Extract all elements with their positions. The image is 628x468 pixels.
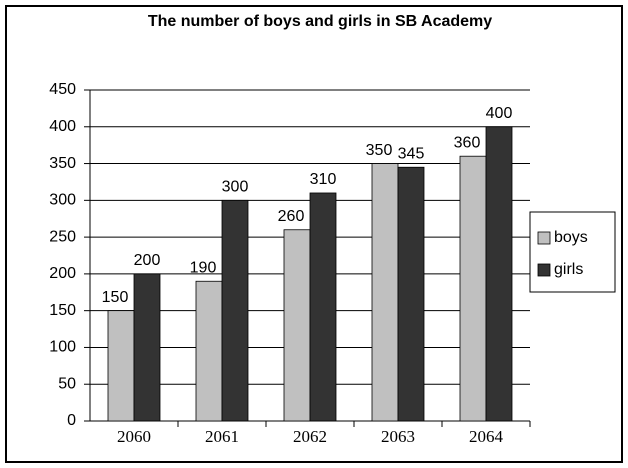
data-label: 400 (486, 105, 513, 122)
bar (107, 310, 135, 422)
bar (397, 166, 425, 422)
data-label: 310 (310, 171, 337, 188)
y-tick-label: 50 (58, 375, 76, 392)
bar (309, 192, 337, 422)
y-tick-label: 250 (49, 228, 76, 245)
data-label: 200 (134, 252, 161, 269)
y-tick-label: 150 (49, 302, 76, 319)
y-tick-label: 200 (49, 265, 76, 282)
data-label: 345 (398, 145, 425, 162)
x-tick-label: 2063 (381, 427, 415, 446)
legend-label: girls (554, 261, 583, 278)
y-tick-label: 0 (67, 412, 76, 429)
x-tick-label: 2064 (469, 427, 504, 446)
y-tick-label: 300 (49, 192, 76, 209)
data-label: 360 (454, 134, 481, 151)
bar (283, 229, 311, 422)
bar (459, 155, 487, 422)
y-tick-label: 350 (49, 155, 76, 172)
bar (133, 273, 161, 422)
x-tick-label: 2061 (205, 427, 239, 446)
legend-label: boys (554, 229, 588, 246)
data-label: 190 (190, 259, 217, 276)
bar (485, 126, 513, 422)
bar (195, 280, 223, 422)
legend-swatch (537, 231, 551, 245)
y-tick-label: 400 (49, 118, 76, 135)
data-label: 350 (366, 142, 393, 159)
data-label: 260 (278, 208, 305, 225)
y-tick-label: 100 (49, 339, 76, 356)
x-tick-label: 2062 (293, 427, 327, 446)
bar (221, 199, 249, 422)
data-label: 150 (102, 289, 129, 306)
legend-box (529, 211, 616, 293)
bar (371, 163, 399, 422)
data-label: 300 (222, 179, 249, 196)
legend-swatch (537, 263, 551, 277)
chart-title: The number of boys and girls in SB Acade… (148, 13, 492, 30)
y-tick-label: 450 (49, 81, 76, 98)
x-tick-label: 2060 (117, 427, 151, 446)
